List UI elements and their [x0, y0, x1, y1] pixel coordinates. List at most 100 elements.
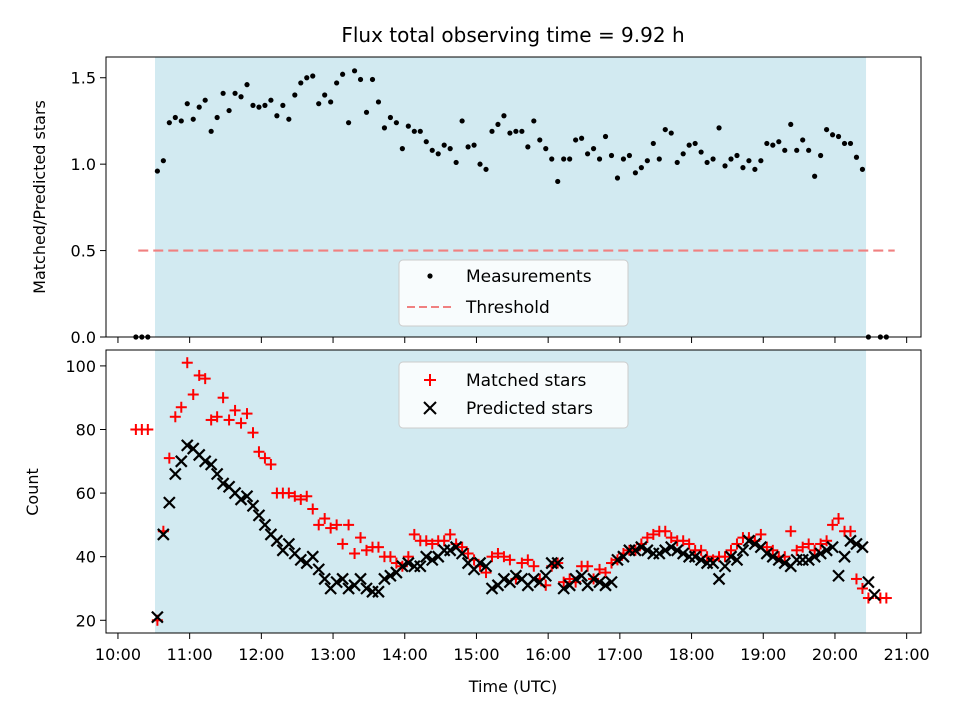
- matched-stars-point: [163, 452, 175, 464]
- predicted-stars-point: [641, 544, 654, 557]
- predicted-stars-point: [509, 569, 523, 583]
- x-tick-label: 18:00: [669, 645, 715, 664]
- bottom-panel: 20 40 60 80 100 10:00 11:00 12:00 13:00 14:00 15:…: [23, 349, 930, 696]
- matched-stars-point: [301, 490, 313, 502]
- bottom-x-ticks: 10:00 11:00 12:00 13:00 14:00 15:00 16:00 17:00…: [95, 633, 930, 664]
- matched-stars-point: [856, 582, 868, 594]
- top-legend: Measurements Threshold: [398, 259, 629, 327]
- measurement-point: [680, 151, 686, 157]
- measurement-point: [322, 92, 328, 98]
- matched-stars-point: [516, 557, 528, 569]
- measurement-point: [800, 137, 806, 143]
- predicted-stars-point: [318, 572, 331, 586]
- x-tick-label: 13:00: [310, 645, 356, 664]
- predicted-stars-point: [653, 547, 666, 560]
- predicted-stars-point: [485, 582, 499, 595]
- bottom-y-ticks: 20 40 60 80 100: [65, 357, 106, 630]
- matched-stars-point: [791, 544, 803, 556]
- predicted-stars-point: [312, 563, 325, 576]
- measurement-point: [363, 109, 370, 115]
- matched-stars-point: [211, 411, 223, 423]
- measurement-point: [596, 156, 603, 162]
- predicted-stars-point: [670, 544, 684, 557]
- measurement-point: [310, 73, 316, 79]
- matched-stars-point: [815, 538, 827, 550]
- matched-stars-point: [821, 535, 833, 547]
- matched-stars-point: [223, 414, 235, 426]
- matched-stars-point: [313, 519, 325, 531]
- legend-predicted-label: Predicted stars: [466, 399, 593, 419]
- measurement-point: [501, 113, 507, 119]
- predicted-stars-point: [856, 540, 869, 554]
- x-tick-label: 12:00: [238, 645, 284, 664]
- measurement-point: [614, 175, 621, 181]
- matched-stars-point: [426, 538, 438, 550]
- matched-stars-point: [307, 503, 319, 515]
- measurement-point: [776, 139, 782, 145]
- predicted-stars-point: [175, 455, 188, 468]
- x-tick-label: 17:00: [597, 645, 643, 664]
- bottom-marks: [130, 357, 892, 626]
- measurement-point: [429, 147, 435, 153]
- measurement-point: [202, 97, 208, 103]
- matched-stars-point: [797, 541, 809, 553]
- matched-stars-point: [361, 544, 373, 556]
- predicted-stars-point: [838, 550, 851, 563]
- measurement-point: [304, 75, 310, 81]
- measurement-point: [459, 118, 465, 124]
- x-tick-label: 19:00: [740, 645, 786, 664]
- predicted-stars-point: [676, 547, 690, 560]
- predicted-stars-point: [593, 575, 606, 589]
- measurement-point: [166, 120, 172, 126]
- predicted-stars-point: [664, 540, 678, 554]
- measurement-point: [686, 142, 692, 148]
- matched-stars-point: [785, 525, 797, 537]
- measurement-point: [602, 133, 609, 140]
- measurement-point: [794, 147, 800, 153]
- predicted-stars-point: [360, 582, 373, 595]
- legend-measurements-label: Measurements: [466, 267, 592, 287]
- y-tick-label: 40: [76, 548, 96, 567]
- measurement-point: [853, 154, 860, 160]
- measurement-point: [806, 147, 812, 153]
- matched-stars-point: [803, 538, 815, 550]
- predicted-stars-point: [210, 467, 224, 481]
- predicted-stars-point: [180, 439, 194, 452]
- matched-stars-point: [600, 567, 612, 579]
- matched-stars-point: [827, 519, 839, 531]
- measurement-point: [250, 102, 256, 108]
- measurement-point: [208, 128, 214, 134]
- measurement-point: [555, 178, 561, 185]
- measurement-point: [423, 139, 429, 145]
- top-title: Flux total observing time = 9.92 h: [341, 23, 684, 47]
- predicted-stars-point: [766, 550, 780, 563]
- predicted-stars-point: [772, 553, 786, 567]
- measurement-point: [220, 90, 226, 96]
- predicted-stars-point: [479, 559, 493, 573]
- y-tick-label: 20: [76, 611, 96, 630]
- matched-stars-point: [199, 373, 211, 385]
- matched-stars-point: [205, 414, 217, 426]
- measurement-point: [298, 80, 304, 86]
- matched-stars-point: [594, 563, 606, 575]
- measurement-point: [740, 165, 746, 171]
- measurement-point: [238, 94, 244, 100]
- measurement-point: [573, 137, 579, 143]
- measurement-point: [286, 116, 292, 122]
- top-y-label: Matched/Predicted stars: [30, 100, 49, 294]
- measurement-point: [340, 71, 346, 77]
- matched-stars-point: [169, 411, 181, 423]
- predicted-stars-point: [569, 572, 582, 586]
- top-marks: [133, 68, 895, 340]
- predicted-stars-point: [455, 547, 469, 560]
- y-tick-label: 1.5: [71, 69, 96, 88]
- matched-stars-point: [265, 458, 277, 470]
- predicted-stars-point: [443, 544, 457, 557]
- predicted-stars-point: [234, 493, 248, 506]
- measurement-point: [435, 151, 441, 157]
- matched-stars-point: [761, 541, 773, 553]
- measurement-point: [375, 99, 382, 105]
- matched-stars-point: [193, 369, 205, 381]
- predicted-stars-point: [862, 575, 875, 589]
- measurement-point: [561, 156, 567, 162]
